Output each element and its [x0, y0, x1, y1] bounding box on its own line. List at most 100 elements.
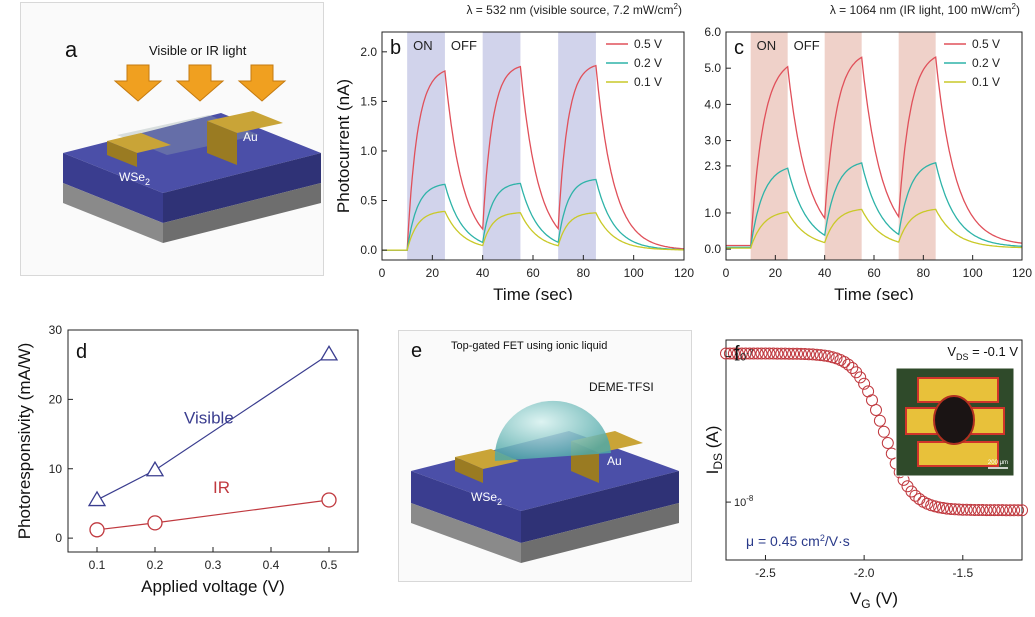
f-point-13 — [771, 347, 784, 360]
d-y-tick-label-0: 0 — [55, 531, 62, 545]
f-point-20 — [798, 348, 811, 360]
d-y-axis-label: Photoresponsivity (mA/W) — [15, 343, 34, 540]
b-x-tick-label-1: 20 — [426, 266, 440, 280]
f-point-66 — [980, 504, 993, 517]
device-schematic-a: a Visible or IR light Au WSe2 — [63, 37, 321, 243]
au-contact-right-top — [207, 111, 283, 133]
f-point-65 — [976, 504, 989, 516]
f-x-tick-label-2: -1.5 — [952, 566, 973, 580]
deme-tfsi-label: DEME-TFSI — [589, 380, 654, 394]
b-y-tick-label-1: 0.5 — [360, 194, 377, 208]
arrow-icon — [237, 64, 287, 102]
c-chart-title: λ = 1064 nm (IR light, 100 mW/cm2) — [830, 2, 1020, 17]
c-x-tick-label-3: 60 — [867, 266, 881, 280]
c-y-tick-label-5: 5.0 — [704, 61, 721, 75]
c-x-tick-label-4: 80 — [917, 266, 931, 280]
d-point-1-2 — [321, 492, 337, 508]
d-series-label-0: Visible — [184, 409, 234, 428]
f-y-axis-label: IDS (A) — [703, 426, 725, 475]
c-y-tick-label-6: 6.0 — [704, 25, 721, 39]
light-arrows — [113, 64, 287, 102]
panel-f-chart: -2.5 -2.0 -1.5 10-7 10-8 VG (V) IDS (A) f VDS = … — [700, 312, 1035, 617]
panel-a-label: a — [65, 37, 78, 62]
f-point-12 — [767, 347, 780, 360]
c-legend-label-0: 0.5 V — [972, 37, 1000, 51]
panel-d-chart: Visible IR 0.1 0.2 0.3 0.4 0.5 0 10 20 30 Applied v… — [0, 312, 370, 617]
b-off-label: OFF — [451, 38, 477, 53]
panel-b-chart: 0 20 40 60 80 100 120 0.0 0.5 1.0 1.5 2.0 Time (sec)… — [328, 0, 698, 305]
b-legend-label-1: 0.2 V — [634, 56, 662, 70]
c-panel-label: c — [734, 37, 744, 59]
substrate-top — [63, 113, 321, 193]
b-on-label: ON — [413, 38, 433, 53]
c-y-tick-label-4: 4.0 — [704, 97, 721, 111]
substrate-top-e — [411, 431, 679, 511]
f-point-47 — [905, 485, 918, 498]
b-series-line-0 — [382, 64, 684, 251]
b-x-tick-label-4: 80 — [577, 266, 591, 280]
f-inset-droplet — [933, 395, 975, 445]
device-schematic-e: e Top-gated FET using ionic liquid DEME-… — [411, 340, 679, 563]
photoresponsivity-chart: Visible IR 0.1 0.2 0.3 0.4 0.5 0 10 20 30 Applied v… — [15, 323, 359, 596]
panel-a-illustration: a Visible or IR light Au WSe2 — [20, 2, 324, 276]
f-inset-pad-bottom — [917, 441, 999, 467]
transfer-curve-chart: -2.5 -2.0 -1.5 10-7 10-8 VG (V) IDS (A) f VDS = … — [703, 339, 1028, 611]
f-point-35 — [858, 377, 871, 390]
f-point-30 — [838, 356, 851, 368]
f-point-69 — [992, 504, 1005, 517]
c-on-region-0 — [750, 32, 788, 260]
f-point-16 — [783, 347, 796, 360]
b-series-line-2 — [382, 210, 684, 251]
f-point-63 — [968, 504, 981, 516]
au-left-side-e — [455, 457, 483, 483]
arrow-icon — [113, 64, 163, 102]
f-mobility-label: μ = 0.45 cm2/V·s — [746, 533, 850, 549]
d-point-0-2 — [319, 344, 339, 361]
f-point-21 — [802, 348, 815, 361]
f-point-60 — [956, 503, 969, 516]
f-y-tick-label-1: 10-8 — [734, 494, 754, 509]
b-y-tick-label-3: 1.5 — [360, 94, 377, 108]
c-series-line-1 — [726, 162, 1023, 248]
f-y-tick-label-0: 10-7 — [734, 349, 754, 364]
f-point-61 — [960, 503, 973, 516]
d-x-tick-label-0: 0.1 — [89, 558, 106, 572]
f-point-64 — [972, 504, 985, 516]
f-point-59 — [952, 503, 965, 516]
c-x-tick-label-2: 40 — [818, 266, 832, 280]
c-on-label: ON — [757, 38, 777, 53]
d-series-line-1 — [96, 499, 330, 531]
f-point-71 — [1000, 504, 1013, 517]
c-x-tick-label-5: 100 — [963, 266, 983, 280]
c-x-tick-label-0: 0 — [723, 266, 730, 280]
f-point-1 — [723, 347, 736, 360]
d-x-tick-label-3: 0.4 — [263, 558, 280, 572]
c-x-tick-label-1: 20 — [769, 266, 783, 280]
b-on-region-1 — [482, 32, 521, 260]
c-legend-label-1: 0.2 V — [972, 56, 1000, 70]
d-series-label-1: IR — [213, 478, 230, 497]
base-left — [63, 183, 163, 243]
f-point-56 — [941, 502, 953, 515]
f-point-31 — [842, 358, 855, 371]
c-on-region-2 — [898, 32, 936, 260]
au-label: Au — [243, 130, 258, 144]
f-point-3 — [731, 347, 744, 360]
f-point-32 — [846, 362, 859, 374]
f-point-11 — [763, 347, 776, 360]
b-on-region-2 — [558, 32, 596, 260]
f-point-17 — [787, 347, 800, 360]
b-series-line-1 — [382, 178, 684, 251]
f-point-70 — [996, 504, 1009, 517]
b-x-tick-label-3: 60 — [526, 266, 540, 280]
ionic-liquid-drop — [494, 400, 611, 461]
f-point-68 — [988, 504, 1001, 517]
substrate-right-e — [521, 471, 679, 543]
f-point-74 — [1012, 504, 1025, 517]
f-point-58 — [948, 503, 961, 516]
c-y-tick-label-1: 1.0 — [704, 206, 721, 220]
arrow-icon — [175, 64, 225, 102]
f-point-4 — [735, 347, 748, 360]
f-point-38 — [870, 404, 882, 416]
f-point-75 — [1016, 504, 1028, 517]
